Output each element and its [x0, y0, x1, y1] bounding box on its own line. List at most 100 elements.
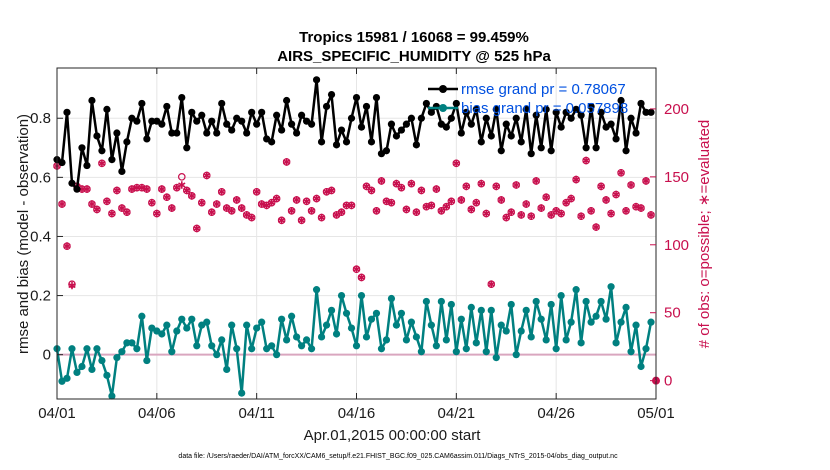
- obs-evaluated-point-71: [407, 179, 416, 188]
- bias-point-63: [367, 315, 376, 323]
- y-tick-label-0: 0: [43, 347, 51, 364]
- rmse-point-28: [193, 117, 201, 125]
- rmse-point-69: [397, 126, 406, 134]
- rmse-point-38: [243, 129, 251, 137]
- rmse-point-63: [367, 138, 376, 146]
- rmse-point-118: [642, 108, 650, 116]
- obs-evaluated-point-31: [208, 208, 216, 216]
- obs-evaluated-point-101: [557, 209, 565, 218]
- legend-rmse: rmse grand pr = 0.78067: [461, 81, 626, 98]
- y-tick-label-2: 0.4: [30, 228, 51, 245]
- bias-point-22: [163, 321, 171, 329]
- bias-point-55: [327, 306, 336, 314]
- rmse-point-112: [612, 135, 620, 143]
- x-tick-label-3: 04/16: [338, 405, 376, 422]
- bias-point-69: [397, 309, 406, 317]
- obs-evaluated-point-49: [297, 216, 306, 225]
- rmse-point-62: [362, 102, 371, 111]
- bias-point-60: [352, 342, 361, 350]
- bias-point-14: [123, 339, 131, 347]
- obs-evaluated-point-17: [138, 183, 146, 192]
- obs-evaluated-point-35: [228, 207, 236, 215]
- rmse-point-48: [293, 129, 301, 137]
- rmse-point-90: [502, 120, 510, 128]
- bias-point-31: [208, 342, 216, 350]
- obs-evaluated-point-111: [607, 209, 615, 218]
- y-tick-label-3: 0.6: [30, 169, 51, 186]
- bias-point-108: [592, 312, 600, 320]
- bias-point-77: [437, 297, 445, 306]
- bias-point-57: [337, 291, 346, 300]
- obs-evaluated-point-9: [98, 159, 106, 168]
- bias-point-2: [63, 374, 71, 382]
- x-tick-label-5: 04/26: [537, 405, 575, 422]
- obs-evaluated-point-67: [387, 198, 396, 207]
- bias-point-117: [637, 362, 645, 371]
- bias-point-24: [173, 327, 181, 335]
- rmse-point-10: [103, 105, 111, 113]
- rmse-point-115: [627, 114, 635, 122]
- obs-evaluated-point-115: [627, 181, 635, 189]
- rmse-point-56: [332, 141, 341, 149]
- obs-evaluated-point-65: [377, 177, 386, 185]
- obs-evaluated-point-118: [642, 177, 650, 185]
- obs-evaluated-point-32: [213, 200, 221, 208]
- obs-evaluated-point-8: [93, 205, 101, 214]
- bias-point-48: [293, 333, 301, 341]
- bias-point-35: [228, 321, 236, 329]
- bias-point-26: [183, 324, 191, 332]
- bias-point-50: [302, 336, 311, 344]
- obs-evaluated-point-7: [88, 200, 96, 208]
- obs-evaluated-point-75: [427, 201, 436, 210]
- bias-point-32: [213, 351, 221, 359]
- bias-point-64: [372, 309, 381, 317]
- y-tick-label-1: 0.2: [30, 288, 51, 305]
- bias-point-13: [118, 348, 126, 356]
- bias-point-95: [527, 333, 535, 341]
- obs-evaluated-point-13: [118, 204, 126, 212]
- bias-point-53: [317, 333, 326, 341]
- rmse-point-6: [83, 161, 91, 170]
- obs-evaluated-point-54: [322, 188, 331, 196]
- bias-point-23: [168, 348, 176, 356]
- rmse-point-39: [248, 108, 256, 116]
- bias-point-109: [597, 297, 605, 306]
- bias-point-51: [307, 345, 316, 353]
- obs-evaluated-point-59: [347, 201, 356, 210]
- obs-evaluated-point-110: [602, 196, 610, 204]
- rmse-point-101: [557, 123, 565, 131]
- bias-point-92: [512, 351, 520, 359]
- obs-evaluated-point-113: [617, 169, 625, 177]
- y-tick-label-4: 0.8: [30, 110, 51, 127]
- rmse-point-107: [587, 102, 595, 111]
- rmse-point-106: [582, 144, 590, 152]
- obs-evaluated-point-106: [582, 156, 590, 165]
- bias-point-5: [78, 362, 86, 371]
- rmse-point-71: [407, 114, 416, 122]
- rmse-point-68: [392, 132, 401, 140]
- rmse-point-114: [622, 147, 630, 155]
- bias-point-58: [342, 309, 351, 317]
- obs-evaluated-point-37: [238, 204, 246, 212]
- bias-point-7: [88, 365, 96, 374]
- obs-evaluated-point-50: [302, 197, 311, 206]
- bias-point-39: [248, 345, 256, 353]
- rmse-point-108: [592, 144, 600, 152]
- rmse-point-4: [73, 185, 81, 193]
- x-tick-label-6: 05/01: [637, 405, 675, 422]
- obs-evaluated-point-119: [647, 211, 655, 219]
- obs-evaluated-point-45: [277, 216, 286, 225]
- rmse-point-66: [382, 147, 391, 155]
- bias-point-84: [472, 339, 480, 347]
- obs-evaluated-point-23: [168, 204, 176, 212]
- rmse-point-46: [283, 96, 291, 105]
- bias-point-28: [193, 342, 201, 350]
- y-right-tick-label-0: 0: [664, 373, 672, 390]
- rmse-point-5: [78, 144, 86, 152]
- y-tick-labels: 0 0.2 0.4 0.6 0.8: [30, 110, 51, 363]
- bias-point-61: [357, 291, 366, 300]
- obs-evaluated-point-19: [148, 198, 156, 207]
- y-right-tick-label-1: 50: [664, 305, 681, 322]
- obs-evaluated-point-107: [587, 207, 595, 215]
- bias-point-104: [572, 286, 580, 294]
